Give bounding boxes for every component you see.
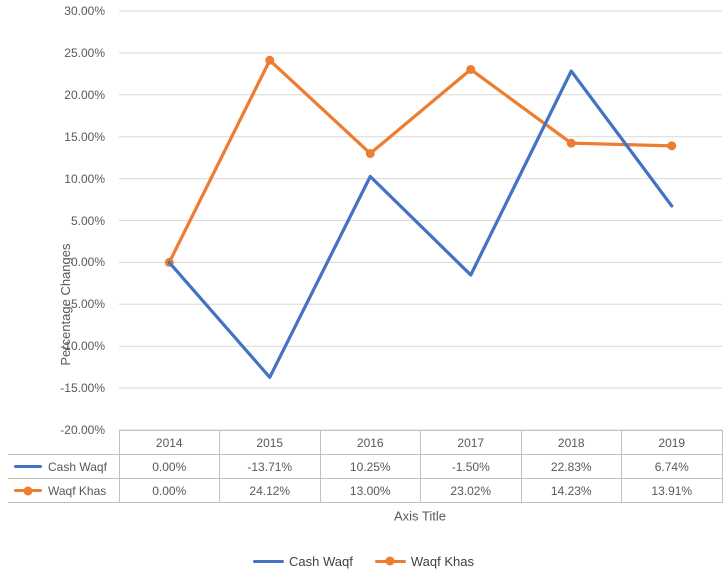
y-axis-tick-label: -5.00% — [66, 297, 105, 312]
line-marker-key-icon — [14, 486, 42, 495]
year-header-cell: 2018 — [520, 430, 622, 455]
series-line-waqf-khas — [167, 58, 674, 265]
data-table: 2014 2015 2016 2017 2018 2019 Cash Waqf 0.00% -1… — [8, 430, 723, 503]
year-header-cell: 2019 — [621, 430, 723, 455]
series-name-cell: Waqf Khas — [8, 478, 120, 503]
series-line-cash-waqf — [167, 69, 674, 379]
legend-label: Cash Waqf — [289, 553, 353, 569]
y-axis-tick-label: 5.00% — [70, 213, 105, 228]
line-marker-key-icon — [374, 556, 406, 566]
data-point-marker — [365, 148, 375, 158]
chart-legend: Cash Waqf Waqf Khas — [0, 552, 727, 570]
year-header-cell: 2016 — [319, 430, 421, 455]
year-header-cell: 2017 — [420, 430, 522, 455]
y-axis-tick-label: -10.00% — [60, 339, 105, 354]
value-cell: -1.50% — [420, 454, 522, 479]
plot-area — [119, 10, 722, 431]
series-name-label: Cash Waqf — [48, 459, 107, 474]
value-cell: 24.12% — [219, 478, 321, 503]
data-point-marker — [667, 141, 677, 151]
legend-item-cash-waqf: Cash Waqf — [253, 554, 353, 569]
table-corner-cell — [8, 431, 119, 455]
data-point-marker — [265, 55, 275, 65]
table-header-row: 2014 2015 2016 2017 2018 2019 — [8, 430, 723, 455]
year-header-cell: 2015 — [219, 430, 321, 455]
line-key-icon — [253, 557, 285, 566]
line-key-icon — [14, 462, 42, 471]
value-cell: 6.74% — [621, 454, 723, 479]
value-cell: 22.83% — [520, 454, 622, 479]
value-cell: 14.23% — [520, 478, 622, 503]
data-point-marker — [566, 138, 576, 148]
table-series-row: Cash Waqf 0.00% -13.71% 10.25% -1.50% 22.83% 6… — [8, 454, 723, 479]
table-series-row: Waqf Khas 0.00% 24.12% 13.00% 23.02% 14.23% 13… — [8, 478, 723, 503]
y-axis-tick-label: 20.00% — [64, 87, 105, 102]
legend-label: Waqf Khas — [410, 553, 474, 569]
year-header-cell: 2014 — [118, 430, 220, 455]
value-cell: 13.91% — [621, 478, 723, 503]
value-cell: -13.71% — [219, 454, 321, 479]
legend-item-waqf-khas: Waqf Khas — [374, 553, 474, 569]
value-cell: 0.00% — [118, 454, 220, 479]
x-axis-title: Axis Title — [393, 508, 447, 524]
y-axis-tick-label: -15.00% — [60, 381, 105, 396]
value-cell: 10.25% — [319, 454, 421, 479]
y-axis-tick-label: -20.00% — [60, 423, 105, 437]
y-axis-tick-label: 15.00% — [64, 129, 105, 144]
y-axis-tick-label: 0.00% — [70, 255, 105, 270]
data-point-marker — [466, 64, 476, 74]
value-cell: 23.02% — [420, 478, 522, 503]
series-name-label: Waqf Khas — [48, 483, 107, 498]
value-cell: 0.00% — [118, 478, 220, 503]
y-axis-tick-label: 10.00% — [64, 171, 105, 186]
series-name-cell: Cash Waqf — [8, 454, 120, 479]
y-axis-tick-label: 30.00% — [64, 4, 105, 18]
y-axis-tick-label: 25.00% — [64, 45, 105, 60]
value-cell: 13.00% — [319, 478, 421, 503]
